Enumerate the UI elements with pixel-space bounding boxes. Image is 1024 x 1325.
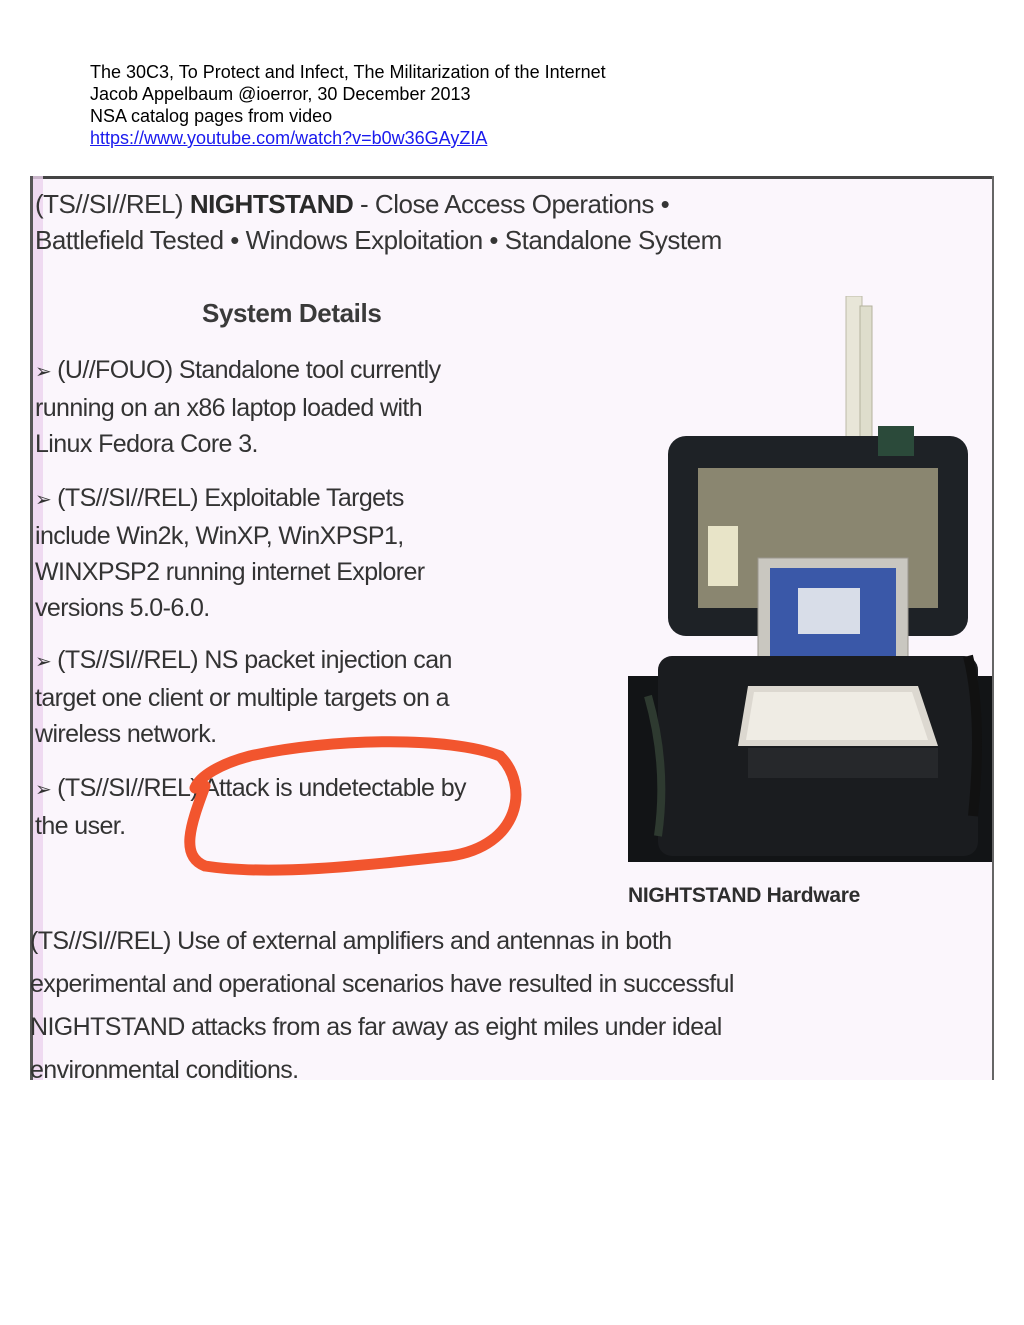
- bullet-packet-injection: ➢ (TS//SI//REL) NS packet injection can t…: [35, 646, 452, 748]
- title-category: - Close Access Operations •: [353, 189, 670, 219]
- bullet-undetectable: ➢ (TS//SI//REL) Attack is undetectable by…: [35, 774, 467, 840]
- bullet-arrow-icon: ➢: [35, 651, 52, 673]
- header-author-line: Jacob Appelbaum @ioerror, 30 December 20…: [90, 84, 471, 104]
- bullet-exploitable-targets: ➢ (TS//SI//REL) Exploitable Targets inclu…: [35, 484, 425, 622]
- title-product-name: NIGHTSTAND: [189, 189, 354, 219]
- bullet-arrow-icon: ➢: [35, 779, 52, 801]
- slide-title: (TS//SI//REL) NIGHTSTAND - Close Access …: [35, 186, 722, 258]
- bullet-standalone-tool: ➢ (U//FOUO) Standalone tool currently run…: [35, 356, 441, 458]
- system-details-heading: System Details: [202, 298, 382, 328]
- nightstand-hardware-photo: [628, 296, 992, 862]
- photo-caption: NIGHTSTAND Hardware: [628, 884, 860, 907]
- bullet-arrow-icon: ➢: [35, 489, 52, 511]
- header-title-line: The 30C3, To Protect and Infect, The Mil…: [90, 62, 606, 82]
- title-tags: Battlefield Tested • Windows Exploitatio…: [35, 225, 722, 255]
- video-link[interactable]: https://www.youtube.com/watch?v=b0w36GAy…: [90, 128, 488, 148]
- header-source-line: NSA catalog pages from video: [90, 106, 333, 126]
- bullet-arrow-icon: ➢: [35, 361, 52, 383]
- document-header: The 30C3, To Protect and Infect, The Mil…: [90, 61, 606, 149]
- slide-screenshot: (TS//SI//REL) NIGHTSTAND - Close Access …: [30, 176, 994, 1080]
- title-classification: (TS//SI//REL): [35, 189, 190, 219]
- range-paragraph: (TS//SI//REL) Use of external amplifiers…: [30, 927, 734, 1080]
